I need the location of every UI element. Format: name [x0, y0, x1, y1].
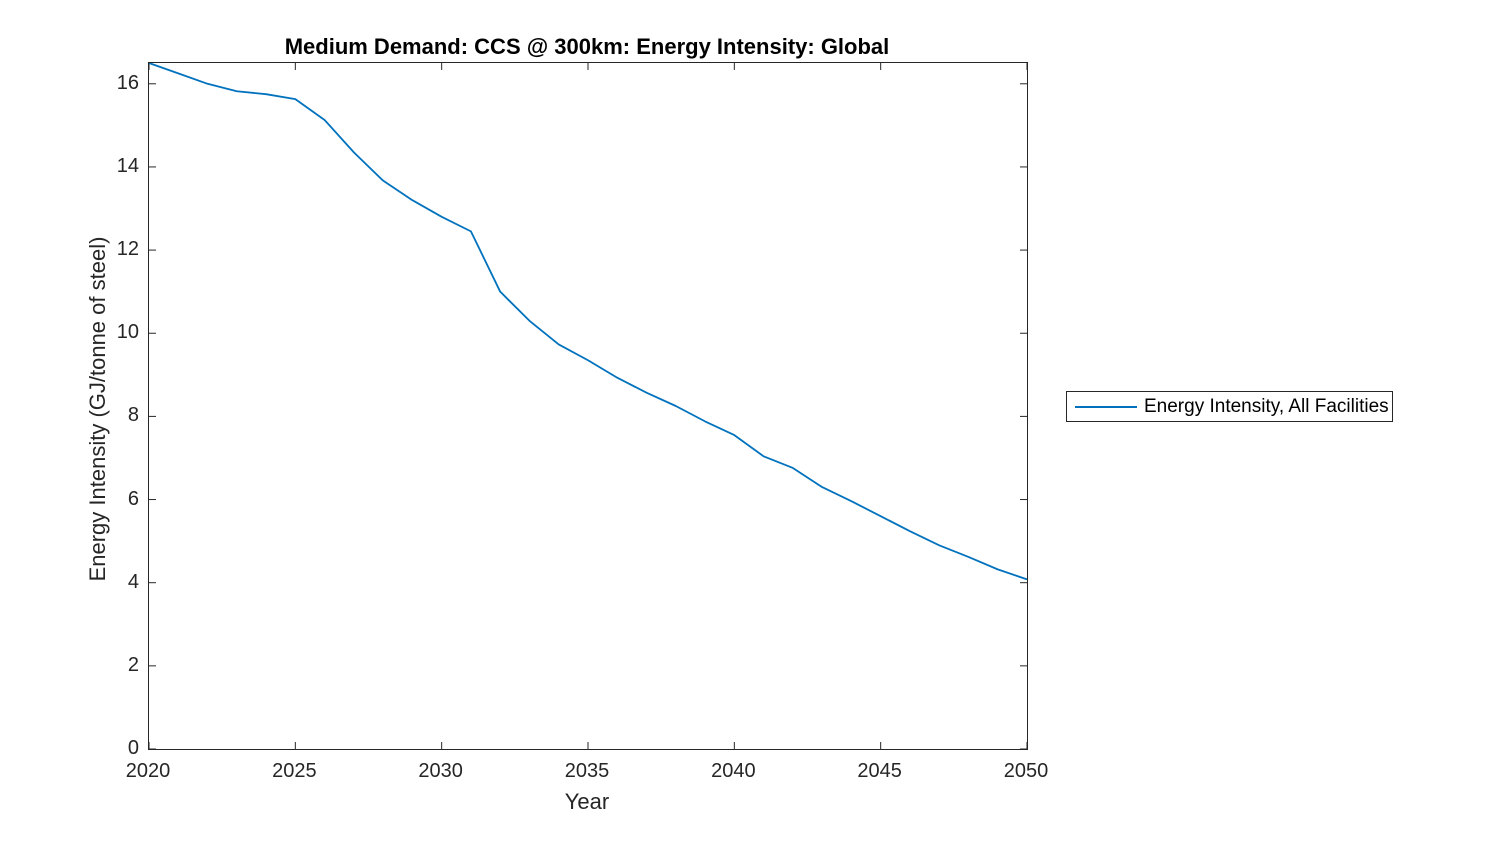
y-tick-label: 4 — [127, 570, 139, 593]
y-tick-label: 6 — [127, 487, 139, 510]
plot-area — [148, 62, 1028, 750]
x-tick-label: 2045 — [857, 760, 902, 782]
x-tick-label: 2020 — [125, 760, 171, 782]
x-tick-label: 2035 — [564, 760, 610, 782]
x-tick-label: 2040 — [711, 760, 756, 782]
legend: Energy Intensity, All Facilities — [1066, 391, 1393, 422]
legend-label: Energy Intensity, All Facilities — [1144, 395, 1389, 417]
y-tick-label: 12 — [116, 238, 139, 261]
x-tick-label: 2050 — [1003, 760, 1049, 782]
y-tick-label: 10 — [116, 321, 139, 344]
x-axis-label: Year — [564, 789, 610, 814]
y-tick-label: 0 — [127, 737, 139, 759]
chart-title: Medium Demand: CCS @ 300km: Energy Inten… — [284, 34, 890, 59]
y-tick-label: 2 — [127, 653, 139, 676]
x-tick-label: 2025 — [272, 760, 317, 782]
line-chart — [149, 63, 1027, 749]
series-line — [149, 63, 1027, 581]
legend-line-sample-icon — [1075, 405, 1137, 408]
y-tick-label: 16 — [116, 71, 139, 94]
y-tick-label: 14 — [116, 154, 139, 177]
y-tick-label: 8 — [127, 404, 139, 427]
x-tick-label: 2030 — [418, 760, 463, 782]
